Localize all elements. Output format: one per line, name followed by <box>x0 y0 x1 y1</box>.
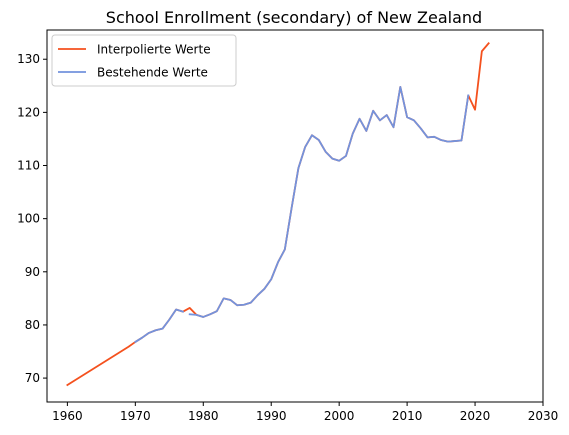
y-tick-label: 120 <box>17 105 40 119</box>
x-tick-label: 2020 <box>460 409 491 423</box>
series-line-1 <box>134 85 470 344</box>
y-tick-label: 100 <box>17 212 40 226</box>
x-tick-label: 2030 <box>528 409 559 423</box>
y-tick-label: 130 <box>17 52 40 66</box>
axes-frame <box>46 29 544 403</box>
series-layer <box>66 42 490 387</box>
legend-label-interpolated: Interpolierte Werte <box>97 43 211 57</box>
x-tick-label: 1980 <box>188 409 219 423</box>
y-tick-label: 70 <box>25 371 40 385</box>
legend: Interpolierte Werte Bestehende Werte <box>51 34 237 87</box>
chart-title: School Enrollment (secondary) of New Zea… <box>106 8 482 27</box>
x-tick-label: 2010 <box>392 409 423 423</box>
y-tick-label: 80 <box>25 318 40 332</box>
y-tick-label: 110 <box>17 159 40 173</box>
legend-label-existing: Bestehende Werte <box>97 66 208 80</box>
y-tick-label: 90 <box>25 265 40 279</box>
axes-layer: 1960 1970 1980 1990 2000 2010 2020 2030 70 80 90 10… <box>17 29 559 423</box>
plot-area <box>47 30 543 402</box>
x-tick-label: 1990 <box>256 409 287 423</box>
x-tick-label: 1960 <box>52 409 83 423</box>
x-tick-label: 2000 <box>324 409 355 423</box>
x-tick-label: 1970 <box>120 409 151 423</box>
legend-box <box>51 34 237 87</box>
